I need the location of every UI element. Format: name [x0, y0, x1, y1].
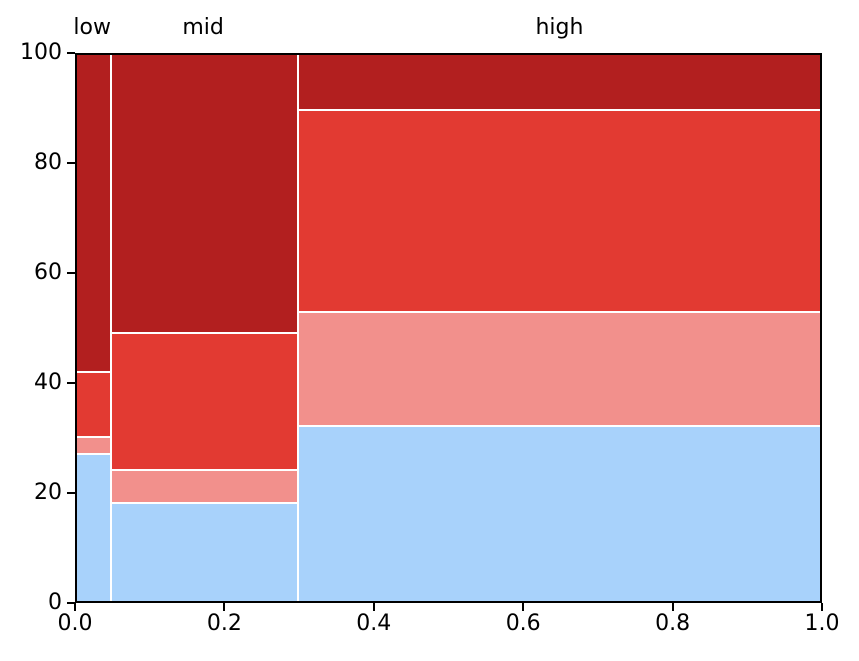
segment-separator	[111, 501, 298, 504]
mosaic-segment-mid-red	[111, 333, 298, 470]
y-tick-label: 100	[20, 40, 62, 65]
mosaic-segment-low-salmon-pink	[77, 437, 112, 454]
mosaic-segment-high-dark-red	[297, 55, 820, 110]
mosaic-segment-mid-dark-red	[111, 55, 298, 334]
x-tick-mark	[74, 603, 76, 611]
x-tick-label: 0.4	[356, 611, 392, 636]
plot-area	[75, 53, 822, 603]
x-tick-label: 0.8	[655, 611, 691, 636]
y-tick-label: 40	[34, 370, 62, 395]
x-tick-label: 0.6	[505, 611, 541, 636]
y-tick-mark	[67, 52, 75, 54]
segment-separator	[297, 310, 820, 313]
mosaic-segment-mid-salmon-pink	[111, 469, 298, 503]
mosaic-segment-low-light-blue	[77, 453, 112, 601]
mosaic-segment-mid-light-blue	[111, 502, 298, 601]
mosaic-column-mid	[111, 55, 298, 601]
column-label-mid: mid	[182, 15, 224, 40]
x-tick-mark	[372, 603, 375, 611]
column-separator	[296, 55, 299, 601]
segment-separator	[77, 452, 112, 455]
mosaic-column-high	[297, 55, 820, 601]
x-tick-label: 0.0	[57, 611, 93, 636]
column-label-low: low	[73, 15, 111, 40]
mosaic-segment-high-salmon-pink	[297, 311, 820, 427]
segment-separator	[297, 108, 820, 111]
mosaic-segment-low-red	[77, 371, 112, 438]
x-tick-mark	[671, 603, 674, 611]
x-tick-label: 1.0	[804, 611, 840, 636]
y-tick-mark	[67, 492, 75, 494]
mosaic-segment-low-dark-red	[77, 55, 112, 372]
column-separator	[110, 55, 113, 601]
segment-separator	[297, 425, 820, 428]
y-tick-label: 60	[34, 260, 62, 285]
y-tick-mark	[67, 272, 75, 274]
y-tick-mark	[67, 602, 75, 604]
segment-separator	[77, 370, 112, 373]
mosaic-segment-high-red	[297, 109, 820, 312]
segment-separator	[111, 332, 298, 335]
mosaic-segment-high-light-blue	[297, 426, 820, 601]
x-tick-label: 0.2	[206, 611, 242, 636]
y-tick-mark	[67, 382, 75, 384]
x-tick-mark	[223, 603, 226, 611]
segment-separator	[77, 436, 112, 439]
mosaic-column-low	[77, 55, 112, 601]
y-tick-label: 0	[48, 590, 62, 615]
y-tick-label: 80	[34, 150, 62, 175]
y-tick-label: 20	[34, 480, 62, 505]
y-tick-mark	[67, 162, 75, 164]
segment-separator	[111, 468, 298, 471]
x-tick-mark	[821, 603, 823, 611]
x-tick-mark	[522, 603, 525, 611]
column-label-high: high	[535, 15, 584, 40]
